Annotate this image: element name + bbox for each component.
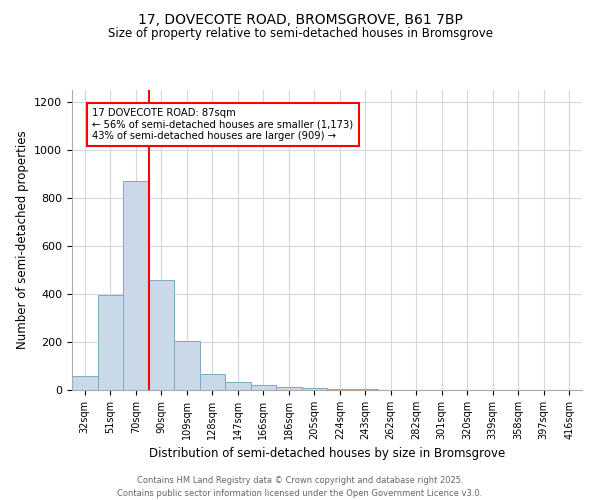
Y-axis label: Number of semi-detached properties: Number of semi-detached properties — [16, 130, 29, 350]
Text: 17, DOVECOTE ROAD, BROMSGROVE, B61 7BP: 17, DOVECOTE ROAD, BROMSGROVE, B61 7BP — [137, 12, 463, 26]
Bar — [302, 388, 327, 390]
Bar — [72, 376, 97, 390]
Text: 17 DOVECOTE ROAD: 87sqm
← 56% of semi-detached houses are smaller (1,173)
43% of: 17 DOVECOTE ROAD: 87sqm ← 56% of semi-de… — [92, 108, 353, 141]
Text: Contains HM Land Registry data © Crown copyright and database right 2025.
Contai: Contains HM Land Registry data © Crown c… — [118, 476, 482, 498]
Bar — [225, 382, 251, 390]
Bar — [251, 384, 276, 390]
Bar — [123, 181, 149, 390]
Text: Size of property relative to semi-detached houses in Bromsgrove: Size of property relative to semi-detach… — [107, 28, 493, 40]
Bar — [199, 374, 225, 390]
Bar — [97, 295, 123, 390]
Bar — [174, 341, 199, 390]
Bar — [149, 280, 174, 390]
X-axis label: Distribution of semi-detached houses by size in Bromsgrove: Distribution of semi-detached houses by … — [149, 448, 505, 460]
Bar — [327, 389, 353, 390]
Bar — [276, 387, 302, 390]
